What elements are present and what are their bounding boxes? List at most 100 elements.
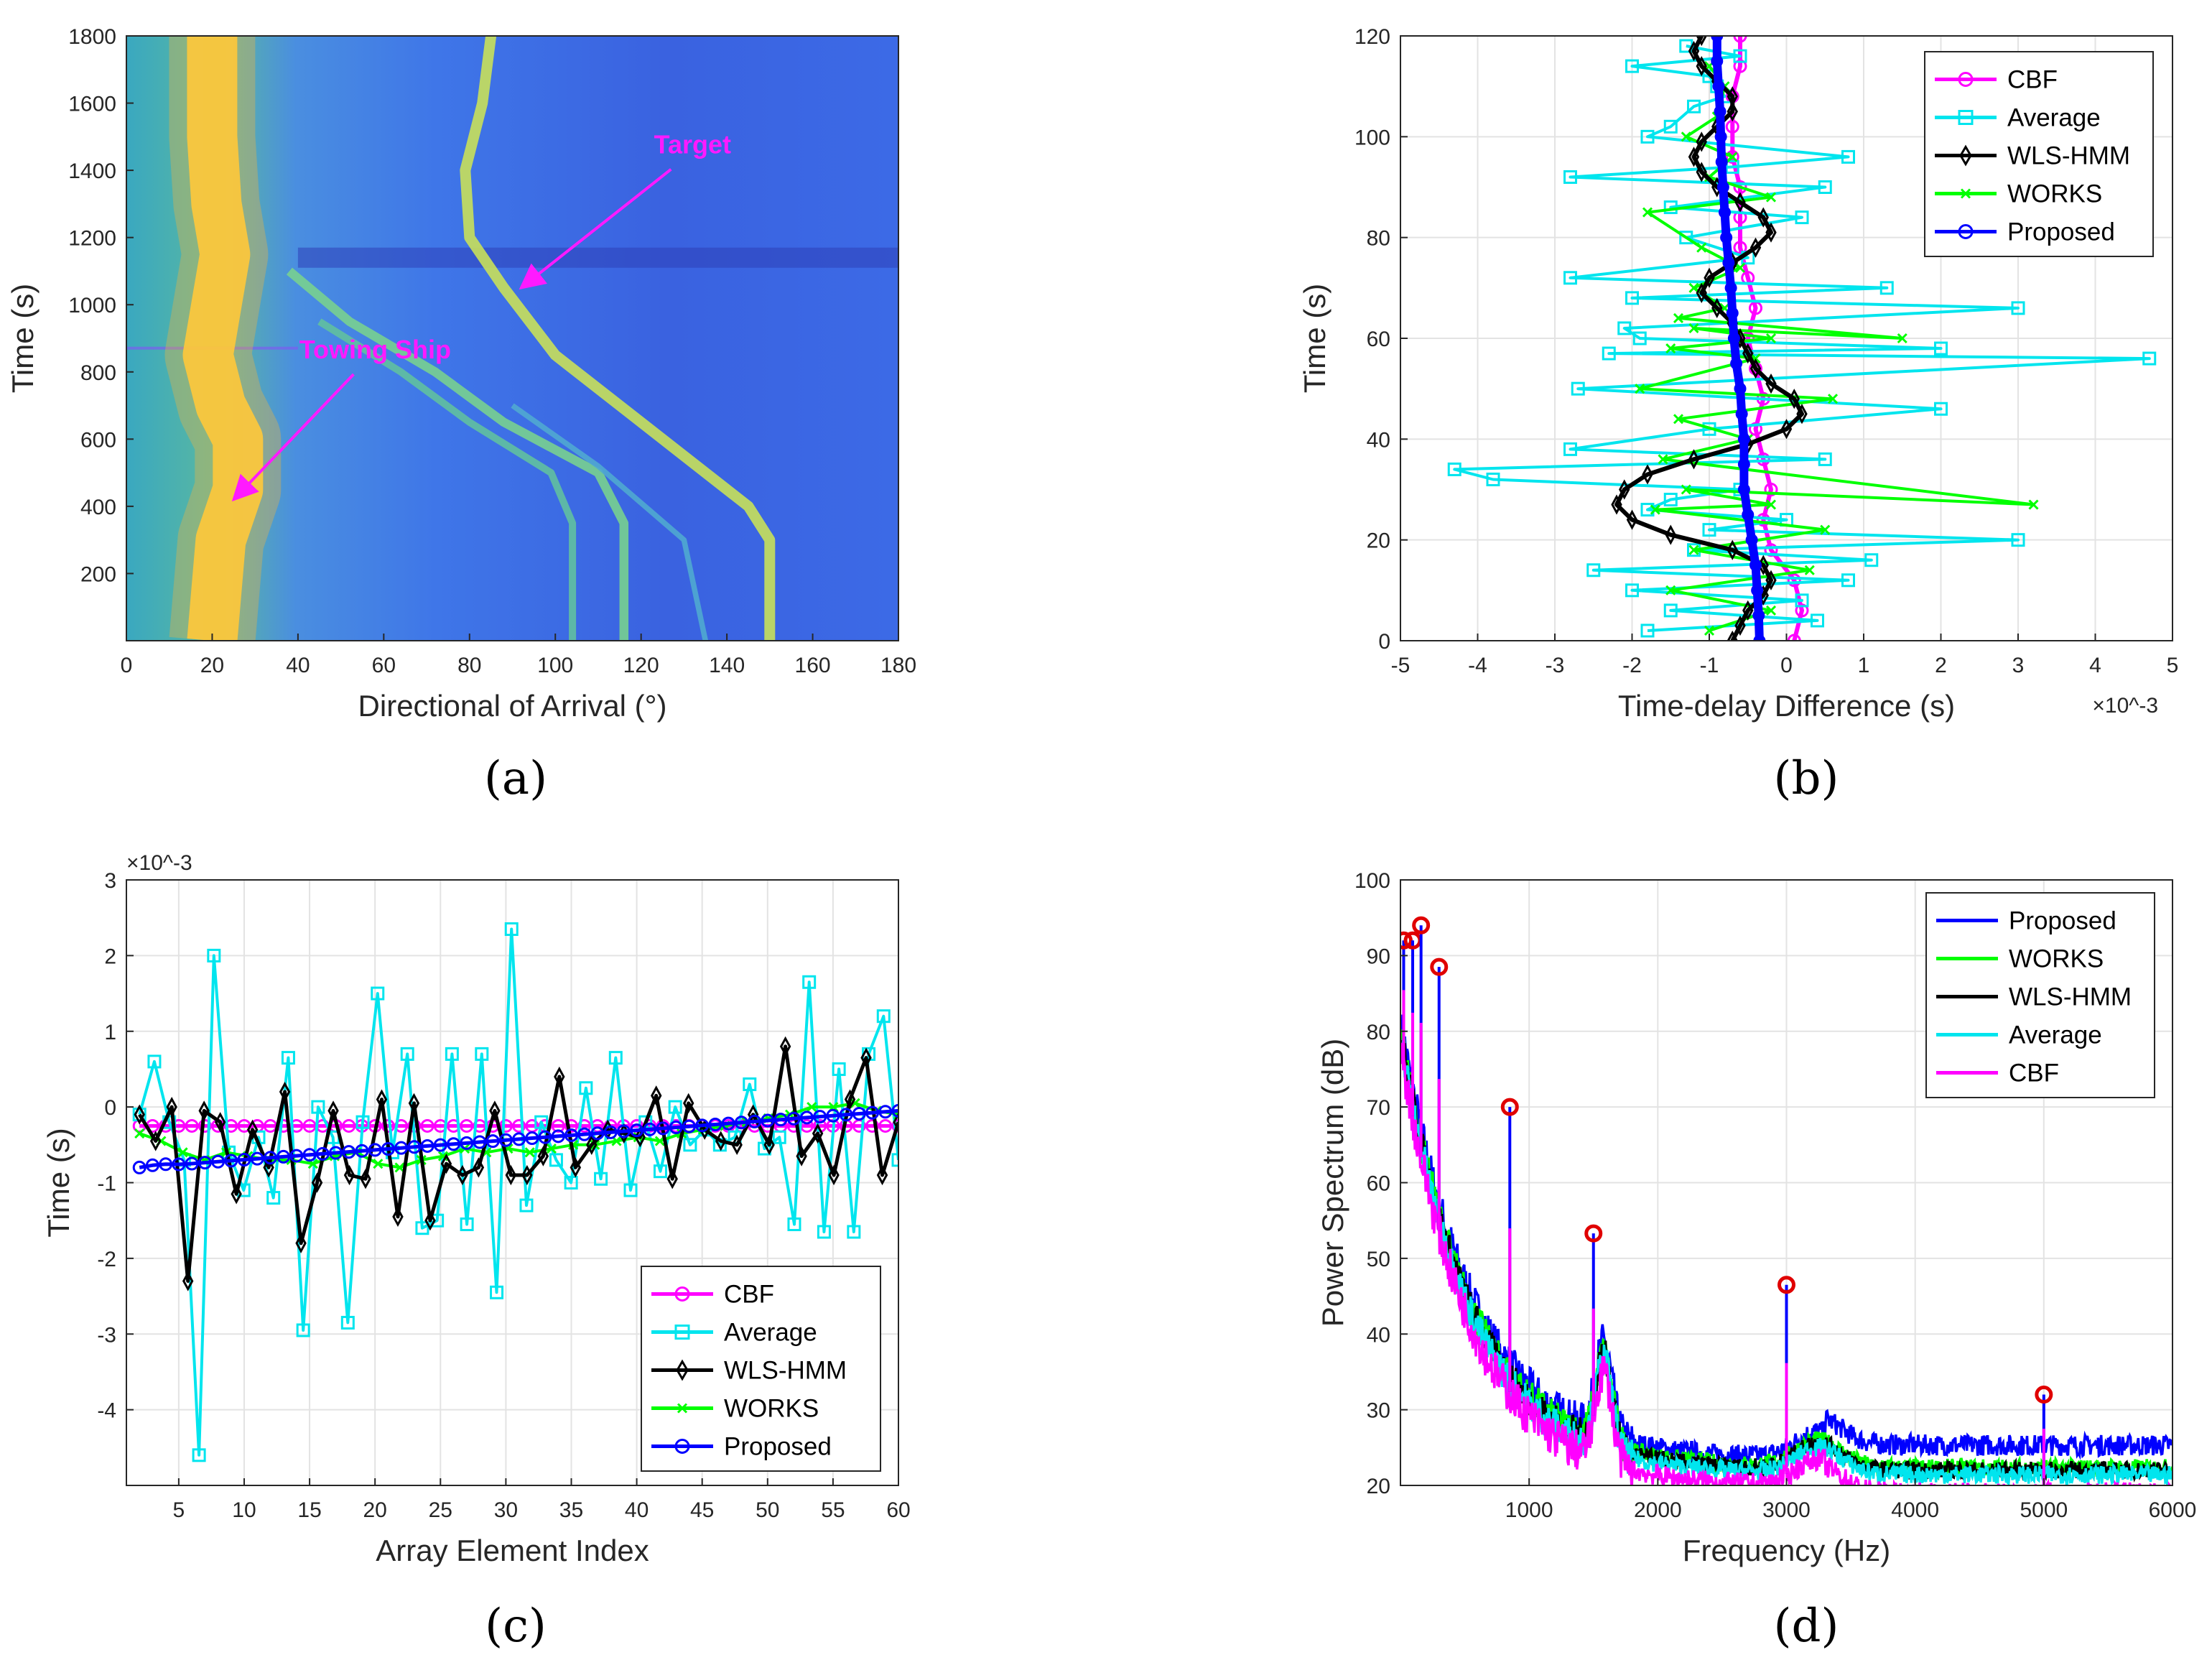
series-marker-average [623,1183,638,1197]
x-tick-label: 40 [625,1498,649,1522]
series-marker-wls-hmm [731,1134,743,1155]
legend-label: Average [2007,104,2101,132]
series-marker-wls-hmm [682,1093,694,1113]
plot-area [1447,36,2157,641]
series-marker-wls-hmm [182,1271,194,1291]
panel-d-spectrum-chart: 1000 2000 3000 4000 5000 6000 20 30 40 50 60 70 80 90… [1316,869,2196,1653]
series-marker-average [594,1172,608,1186]
series-marker-wls-hmm [1688,147,1700,167]
panel-c-line-chart: 5 10 15 20 25 30 35 40 45 50 55 60 -4 -3 -2 -1 0 1 2 3 Array… [42,851,911,1653]
series-marker-wls-hmm [149,1131,162,1151]
series-marker-wls-hmm [1749,237,1762,258]
series-marker-proposed [538,1130,552,1144]
interference-band [297,247,898,268]
series-marker-proposed [407,1140,422,1154]
y-tick-label: -2 [97,1248,116,1271]
legend-label: WORKS [724,1395,819,1423]
series-marker-average [340,1315,355,1330]
series-marker-wls-hmm [1688,40,1700,62]
series-marker-proposed [761,1113,775,1128]
series-marker-wls-hmm [376,1089,388,1110]
series-marker-works [373,1159,384,1169]
legend-label: Average [2009,1021,2102,1049]
series-marker-wls-hmm [521,1164,533,1186]
series-marker-proposed [525,1131,539,1146]
series-marker-proposed [302,1148,317,1162]
series-marker-wls-hmm [457,1164,468,1186]
series-marker-works [1658,454,1668,465]
series-marker-wls-hmm [1696,282,1707,303]
series-marker-proposed [852,1106,866,1121]
series-marker-wls-hmm [651,1085,662,1106]
y-tick-label: 80 [1367,227,1390,251]
series-marker-works [394,1162,405,1173]
series-marker-wls-hmm [554,1066,565,1087]
series-marker-proposed [394,1141,409,1155]
legend-marker [1960,188,1971,199]
series-marker-proposed [1737,432,1750,445]
series-marker-wls-hmm [263,1157,274,1178]
y-axis-label: Time (s) [1298,284,1332,393]
y-tick-label: -3 [97,1323,116,1347]
series-marker-wls-hmm [666,1169,678,1189]
series-marker-works [1734,262,1746,273]
series-marker-average [1663,603,1678,618]
legend-marker [674,1439,690,1454]
x-tick-label: 55 [821,1498,845,1522]
series-marker-works [1727,152,1738,162]
series-marker-proposed [1719,206,1731,219]
series-marker-average [1725,159,1739,174]
series-marker-proposed [590,1126,605,1141]
series-marker-average [832,1062,846,1076]
series-marker-wls-hmm [634,1127,646,1148]
series-marker-cbf [1733,36,1747,43]
y-tick-label: 20 [1367,529,1390,553]
series-marker-proposed [263,1151,277,1165]
legend-label: CBF [724,1281,774,1309]
x-tick-label: 100 [537,654,573,677]
series-marker-average [1447,462,1462,476]
series-marker-average [1617,321,1632,335]
series-marker-average [1571,381,1585,396]
series-marker-proposed [185,1156,199,1171]
x-exponent-label: ×10^-3 [2092,694,2158,718]
x-axis-label: Array Element Index [376,1534,649,1567]
series-marker-works [2028,499,2039,510]
series-marker-works [1704,625,1715,636]
series-marker-wls-hmm [1757,207,1769,228]
series-marker-average [504,922,519,936]
y-tick-label: 60 [1367,1172,1390,1196]
x-tick-label: 160 [795,654,831,677]
series-marker-wls-hmm [408,1093,420,1113]
series-marker-average [1811,613,1824,628]
series-marker-wls-hmm [166,1096,177,1118]
series-marker-cbf [1795,603,1809,618]
x-axis-label: Directional of Arrival (°) [358,689,667,723]
series-marker-wls-hmm [424,1210,436,1231]
series-marker-proposed [289,1149,304,1163]
series-marker-cbf [1787,573,1801,588]
series-marker-wls-hmm [134,1104,145,1125]
series-marker-proposed [1734,382,1747,395]
series-marker-wls-hmm [1727,101,1738,122]
y-tick-label: -4 [97,1399,116,1423]
series-marker-average [1663,119,1678,134]
x-tick-label: 6000 [2149,1498,2197,1522]
series-marker-proposed [433,1138,447,1152]
x-tick-label: 4000 [1891,1498,1939,1522]
series-marker-wls-hmm [1696,162,1707,182]
y-tick-label: 400 [80,496,116,519]
series-marker-average [668,1100,682,1114]
series-marker-wls-hmm [893,1112,898,1133]
y-tick-label: 100 [1354,126,1390,149]
series-marker-average [1733,49,1747,63]
x-tick-label: 140 [709,654,745,677]
y-exponent-label: ×10^-3 [126,851,192,875]
series-marker-proposed [473,1135,487,1149]
series-marker-proposed [1715,155,1728,168]
series-marker-wls-hmm [812,1123,824,1144]
series-marker-wls-hmm [279,1081,291,1103]
x-tick-label: 40 [286,654,310,677]
x-tick-label: 120 [623,654,659,677]
